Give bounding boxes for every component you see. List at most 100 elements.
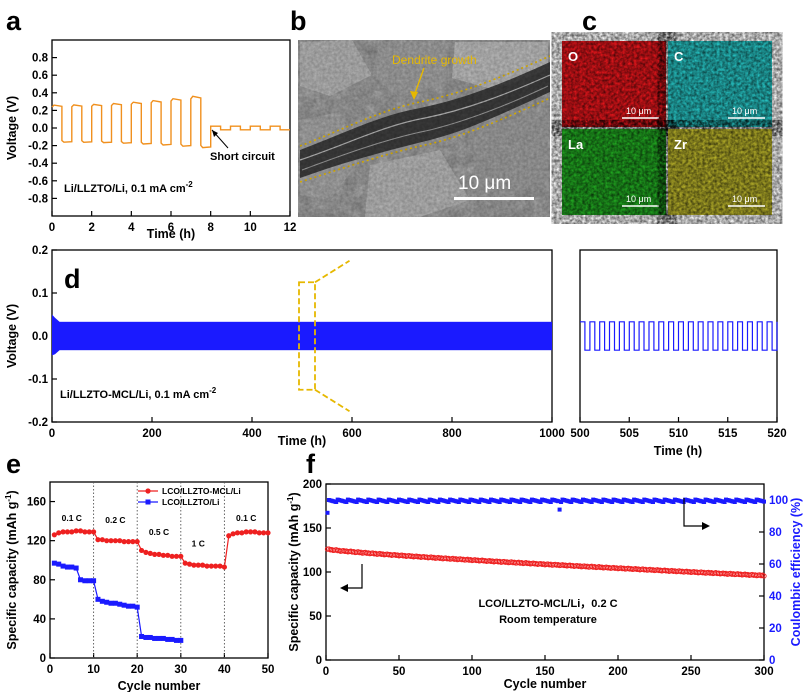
data-point (51, 532, 57, 538)
x-tick-label: 505 (620, 428, 640, 440)
y-right-tick-label: 40 (769, 591, 782, 603)
panel-a-ticks: 0 2 4 6 8 10 12 -0.8 -0.6 -0.4 -0.2 0.0 0.2 0.4 0.6 0.8 (28, 53, 296, 234)
rate-label: 0.1 C (62, 513, 82, 523)
efficiency-point (385, 500, 390, 504)
eds-map-noise (668, 41, 772, 127)
efficiency-point (559, 500, 564, 504)
zoom-line-bottom (314, 388, 350, 413)
data-point (143, 634, 149, 640)
data-point (169, 636, 175, 642)
data-point (60, 563, 66, 569)
data-point (108, 538, 114, 544)
efficiency-point (487, 500, 492, 504)
data-point (160, 635, 166, 641)
efficiency-point (671, 500, 676, 504)
panel-f-arrow-left (340, 564, 363, 592)
y-right-tick-label: 0 (769, 655, 775, 667)
efficiency-point (651, 500, 655, 504)
panel-f-series (324, 497, 767, 579)
data-point (69, 529, 75, 535)
efficiency-point (599, 500, 604, 504)
y-tick-label: 0 (316, 655, 322, 667)
panel-f-arrow-right (683, 498, 710, 530)
data-point (156, 635, 162, 641)
data-point (178, 553, 184, 559)
data-point (252, 529, 258, 535)
efficiency-point (548, 500, 553, 504)
legend-label: LCO/LLZTO/Li (162, 497, 219, 507)
efficiency-point (557, 507, 562, 512)
data-point (160, 552, 166, 558)
data-point (261, 530, 267, 536)
data-point (186, 561, 193, 567)
x-tick-label: 50 (262, 664, 275, 676)
x-tick-label: 800 (442, 428, 461, 440)
panel-label-d: d (64, 264, 81, 294)
data-point (165, 552, 171, 558)
y-right-tick-label: 80 (769, 527, 782, 539)
x-tick-label: 200 (608, 666, 627, 678)
x-tick-label: 400 (242, 428, 261, 440)
data-point (112, 600, 118, 606)
panel-f-condition: LCO/LLZTO-MCL/Li，0.2 C (478, 598, 617, 610)
x-tick-label: 515 (718, 428, 738, 440)
data-point (91, 578, 97, 584)
x-tick-label: 10 (87, 664, 100, 676)
efficiency-point (661, 500, 666, 504)
data-point (95, 596, 101, 602)
y-tick-label: -0.1 (28, 374, 48, 386)
eds-scale-label: 10 μm (626, 194, 651, 204)
y-tick-label: 0.1 (32, 288, 49, 300)
legend-label: LCO/LLZTO-MCL/Li (162, 486, 241, 496)
data-point (130, 539, 136, 545)
panel-b-arrowhead (410, 91, 418, 100)
efficiency-point (528, 500, 533, 504)
data-point (91, 529, 97, 535)
data-point (213, 563, 219, 569)
panel-a-short-circuit-label: Short circuit (210, 151, 275, 163)
efficiency-point (344, 500, 349, 504)
efficiency-point (354, 500, 359, 504)
data-point (77, 528, 84, 534)
efficiency-point (753, 500, 758, 504)
data-point (56, 561, 62, 567)
data-point (138, 547, 145, 554)
x-tick-label: 1000 (539, 428, 565, 440)
efficiency-point (364, 500, 369, 504)
panel-d-ylabel: Voltage (V) (5, 304, 19, 368)
rate-label: 1 C (192, 539, 205, 549)
data-point (73, 565, 79, 571)
legend-marker (145, 499, 151, 505)
rate-label: 0.2 C (105, 515, 125, 525)
panel-c-eds-maps: O 10 μm C 10 μm La 10 μm Zr 10 μm (562, 41, 772, 215)
x-tick-label: 2 (88, 222, 94, 234)
eds-map-noise (562, 41, 666, 127)
efficiency-point (456, 500, 461, 504)
panel-e-frame (49, 481, 269, 659)
panel-d-inset-xlabel: Time (h) (654, 444, 702, 458)
data-point (82, 529, 88, 535)
data-point (86, 529, 92, 535)
data-point (169, 553, 175, 559)
data-point (64, 529, 71, 535)
x-tick-label: 12 (284, 222, 297, 234)
data-point (265, 530, 271, 536)
efficiency-point (334, 500, 339, 504)
efficiency-point (691, 500, 696, 504)
panel-a-ylabel: Voltage (V) (5, 96, 19, 160)
voltage-band (52, 321, 552, 351)
y-tick-label: 160 (27, 497, 46, 509)
efficiency-point (620, 500, 625, 504)
data-point (108, 600, 114, 606)
eds-element-label: O (568, 49, 578, 64)
x-tick-label: 520 (767, 428, 786, 440)
panel-label-c: c (582, 6, 597, 36)
efficiency-point (610, 500, 615, 504)
y-tick-label: 0 (40, 653, 46, 665)
eds-element-label: Zr (674, 137, 687, 152)
efficiency-point (630, 500, 635, 504)
x-tick-label: 500 (570, 428, 589, 440)
efficiency-point (477, 500, 482, 504)
efficiency-point (508, 500, 512, 504)
